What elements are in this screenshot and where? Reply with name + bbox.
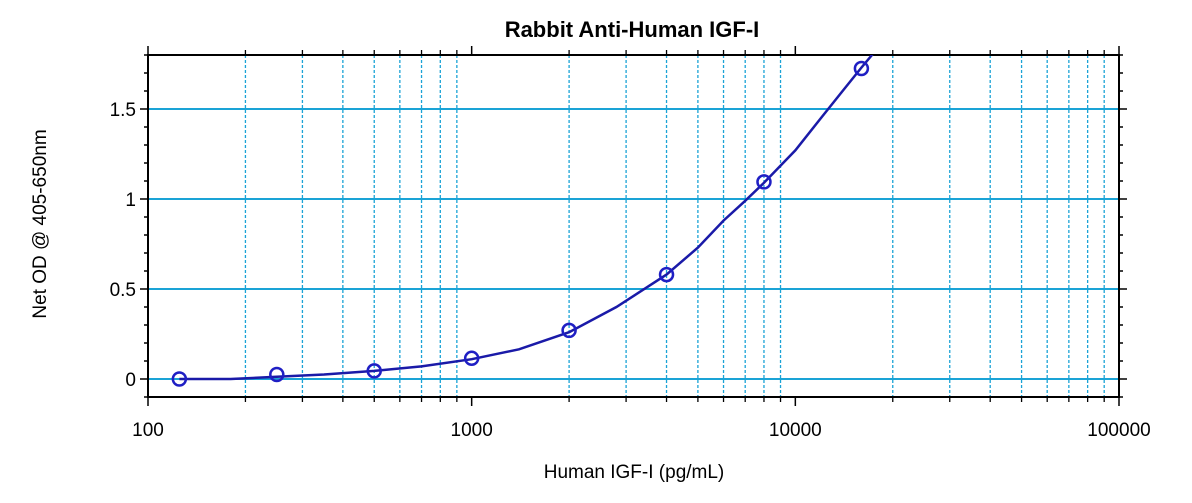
axis-ticks: 0 0.5 1 1.5 100 1000 10000 100000: [110, 46, 1151, 441]
x-tick-label: 100: [132, 420, 164, 441]
data-point: [756, 174, 772, 190]
data-point: [853, 60, 870, 77]
y-tick-label: 1.5: [110, 100, 136, 121]
x-tick-label: 1000: [451, 420, 493, 441]
plot-frame: [147, 54, 1120, 398]
grid: [148, 55, 1119, 397]
plot-border: [147, 54, 1120, 398]
data-point: [171, 371, 188, 387]
fit-curve-group: [179, 55, 874, 381]
data-point: [658, 266, 675, 283]
chart-title: Rabbit Anti-Human IGF-I: [505, 17, 760, 42]
y-tick-label: 0.5: [110, 280, 136, 301]
y-tick-label: 1: [125, 190, 136, 211]
x-tick-label: 100000: [1087, 420, 1150, 441]
y-tick-label: 0: [125, 370, 136, 391]
data-point: [561, 322, 577, 339]
data-points: [171, 60, 870, 387]
x-axis-label: Human IGF-I (pg/mL): [544, 462, 725, 483]
data-point: [463, 350, 480, 367]
y-axis-label: Net OD @ 405-650nm: [30, 129, 51, 318]
data-point: [366, 363, 382, 379]
data-point: [269, 366, 285, 383]
x-tick-label: 10000: [769, 420, 822, 441]
fit-curve: [179, 55, 874, 381]
